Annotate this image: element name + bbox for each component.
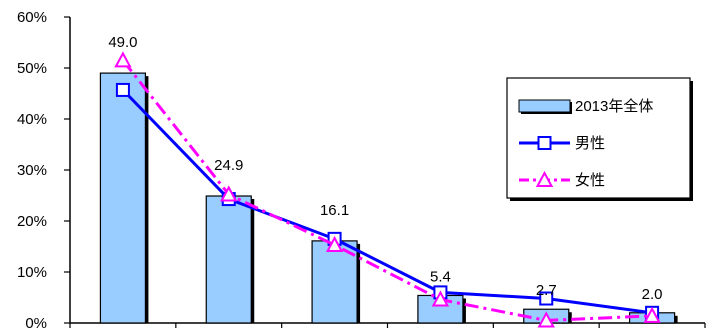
- legend-label: 2013年全体: [575, 97, 653, 115]
- bar-data-label: 2.0: [642, 286, 663, 303]
- bar-data-label: 24.9: [214, 157, 243, 174]
- series-lines: [114, 51, 661, 328]
- y-tick-label: 0%: [25, 315, 47, 332]
- legend-swatch: [518, 99, 571, 113]
- y-tick-label: 20%: [17, 213, 47, 230]
- legend-swatch-marker: [535, 170, 554, 187]
- legend-label: 女性: [575, 171, 605, 189]
- y-tick-label: 10%: [17, 264, 47, 281]
- series-line: [121, 88, 653, 315]
- series-point: [539, 291, 554, 306]
- bar: [311, 240, 358, 324]
- y-tick-label: 50%: [17, 60, 47, 77]
- bar-data-label: 2.7: [536, 282, 557, 299]
- bars: [99, 72, 678, 324]
- series-point: [220, 185, 238, 202]
- data-labels: 49.0 24.9 16.1 5.4 2.7 2.0: [108, 34, 662, 303]
- axes: 0% 10% 20% 30% 40% 50% 60%: [17, 9, 706, 332]
- bar: [99, 72, 147, 324]
- legend-swatch-marker: [537, 136, 552, 150]
- series-point: [537, 311, 555, 328]
- bar-data-label: 16.1: [320, 202, 349, 219]
- legend-label: 男性: [575, 135, 605, 152]
- bar-data-label: 49.0: [108, 34, 137, 51]
- y-tick-label: 40%: [17, 111, 47, 128]
- y-tick-label: 60%: [17, 9, 47, 26]
- series-point: [643, 306, 661, 323]
- bar: [205, 195, 252, 324]
- series-point: [325, 235, 344, 252]
- series-point: [431, 290, 450, 307]
- series-line: [121, 59, 653, 322]
- bar-data-label: 5.4: [430, 268, 451, 285]
- series-point: [114, 51, 132, 68]
- y-tick-label: 30%: [17, 162, 47, 179]
- series-point: [115, 82, 130, 97]
